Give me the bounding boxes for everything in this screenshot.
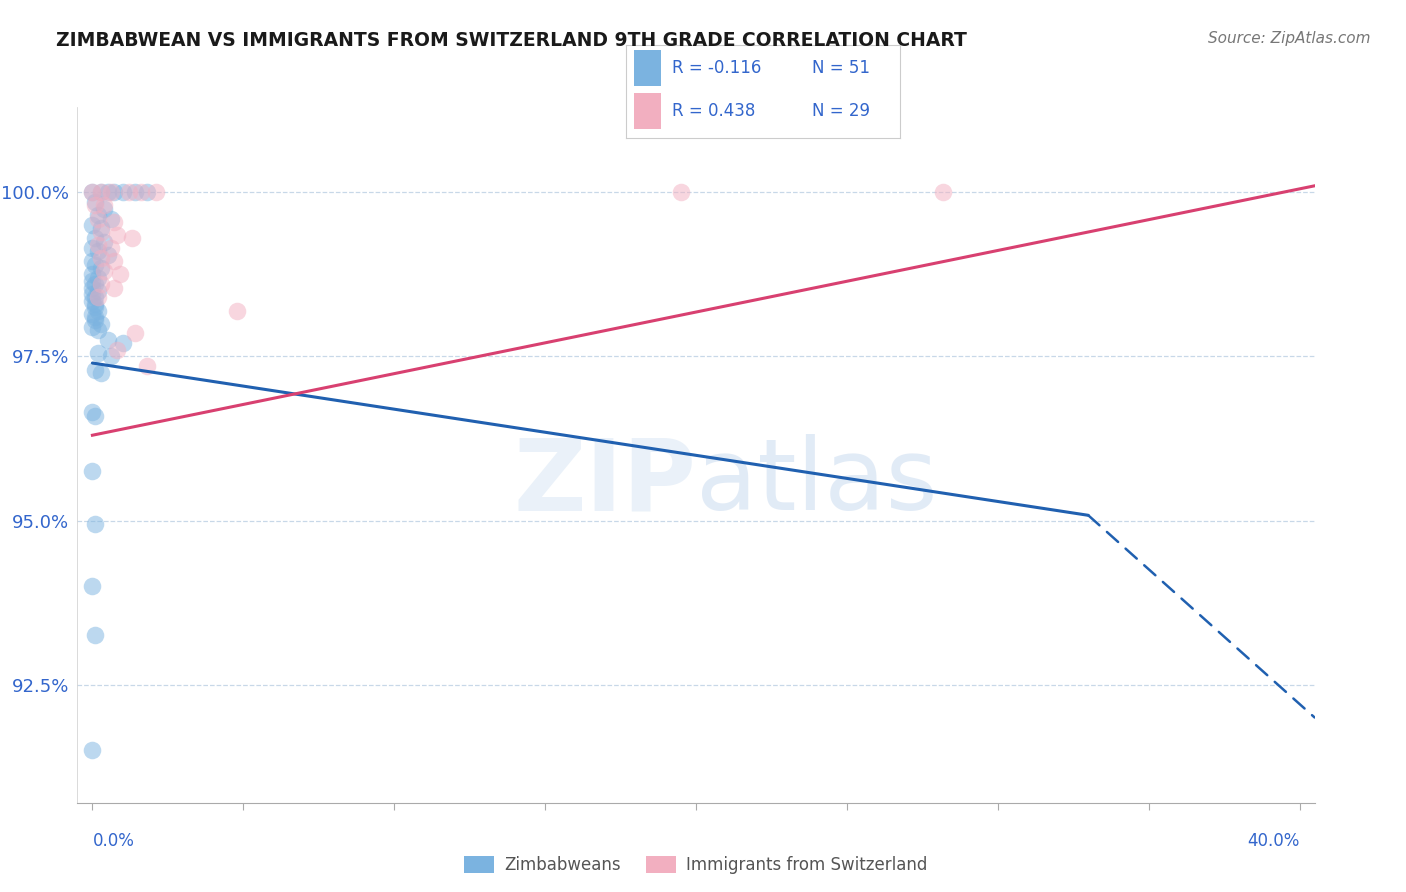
- Legend: Zimbabweans, Immigrants from Switzerland: Zimbabweans, Immigrants from Switzerland: [464, 856, 928, 874]
- Point: [82, 743, 104, 757]
- Point: [84, 258, 107, 272]
- Point: [90, 186, 112, 200]
- Text: Source: ZipAtlas.com: Source: ZipAtlas.com: [1208, 31, 1371, 46]
- Point: [87, 284, 110, 298]
- Point: [100, 211, 122, 226]
- Point: [96, 333, 118, 347]
- Point: [82, 287, 104, 301]
- Point: [87, 211, 110, 226]
- Point: [82, 268, 104, 282]
- Point: [84, 516, 107, 531]
- Point: [82, 405, 104, 419]
- Point: [90, 366, 112, 380]
- Point: [90, 221, 112, 235]
- Point: [103, 254, 125, 268]
- Point: [129, 186, 152, 200]
- Point: [103, 215, 125, 229]
- Point: [82, 280, 104, 294]
- Point: [82, 307, 104, 321]
- Point: [84, 300, 107, 314]
- Point: [93, 202, 115, 216]
- Point: [82, 218, 104, 232]
- Point: [84, 310, 107, 324]
- Point: [87, 270, 110, 285]
- Point: [111, 186, 134, 200]
- Point: [105, 227, 128, 242]
- Point: [82, 186, 104, 200]
- Point: [84, 362, 107, 376]
- Point: [84, 409, 107, 423]
- Point: [82, 254, 104, 268]
- Point: [84, 297, 107, 311]
- Text: ZIP: ZIP: [513, 434, 696, 532]
- Point: [93, 264, 115, 278]
- Text: R = -0.116: R = -0.116: [672, 60, 762, 78]
- Point: [90, 260, 112, 275]
- Point: [145, 186, 167, 200]
- Point: [103, 186, 125, 200]
- Point: [87, 323, 110, 337]
- Point: [117, 186, 139, 200]
- Point: [87, 208, 110, 222]
- Point: [111, 336, 134, 351]
- Point: [124, 186, 146, 200]
- Point: [93, 235, 115, 249]
- Text: ZIMBABWEAN VS IMMIGRANTS FROM SWITZERLAND 9TH GRADE CORRELATION CHART: ZIMBABWEAN VS IMMIGRANTS FROM SWITZERLAN…: [56, 31, 967, 50]
- Point: [932, 186, 955, 200]
- Point: [82, 320, 104, 334]
- Point: [669, 186, 692, 200]
- Point: [84, 290, 107, 304]
- Point: [90, 277, 112, 292]
- Point: [135, 359, 157, 374]
- Point: [87, 238, 110, 252]
- Point: [84, 628, 107, 642]
- Point: [100, 350, 122, 364]
- Point: [226, 303, 249, 318]
- Point: [108, 268, 131, 282]
- Point: [82, 274, 104, 288]
- Point: [87, 346, 110, 360]
- Point: [100, 241, 122, 255]
- Point: [121, 231, 143, 245]
- Point: [135, 186, 157, 200]
- Point: [90, 251, 112, 265]
- Point: [124, 326, 146, 341]
- Point: [96, 186, 118, 200]
- Point: [90, 225, 112, 239]
- FancyBboxPatch shape: [634, 50, 661, 86]
- Point: [96, 248, 118, 262]
- Text: 40.0%: 40.0%: [1247, 832, 1299, 850]
- Point: [82, 293, 104, 308]
- Point: [84, 198, 107, 212]
- Text: 0.0%: 0.0%: [93, 832, 135, 850]
- Point: [84, 195, 107, 210]
- Point: [82, 186, 104, 200]
- Point: [93, 198, 115, 212]
- Point: [100, 186, 122, 200]
- Point: [82, 464, 104, 478]
- Text: N = 29: N = 29: [813, 102, 870, 120]
- Point: [90, 186, 112, 200]
- Point: [87, 303, 110, 318]
- Point: [105, 343, 128, 357]
- Point: [82, 579, 104, 593]
- Text: N = 51: N = 51: [813, 60, 870, 78]
- Point: [90, 317, 112, 331]
- Point: [87, 244, 110, 259]
- Point: [87, 290, 110, 304]
- Point: [84, 277, 107, 292]
- Point: [84, 231, 107, 245]
- Point: [103, 280, 125, 294]
- Text: R = 0.438: R = 0.438: [672, 102, 755, 120]
- Text: atlas: atlas: [696, 434, 938, 532]
- FancyBboxPatch shape: [634, 94, 661, 129]
- Point: [84, 313, 107, 327]
- Point: [82, 241, 104, 255]
